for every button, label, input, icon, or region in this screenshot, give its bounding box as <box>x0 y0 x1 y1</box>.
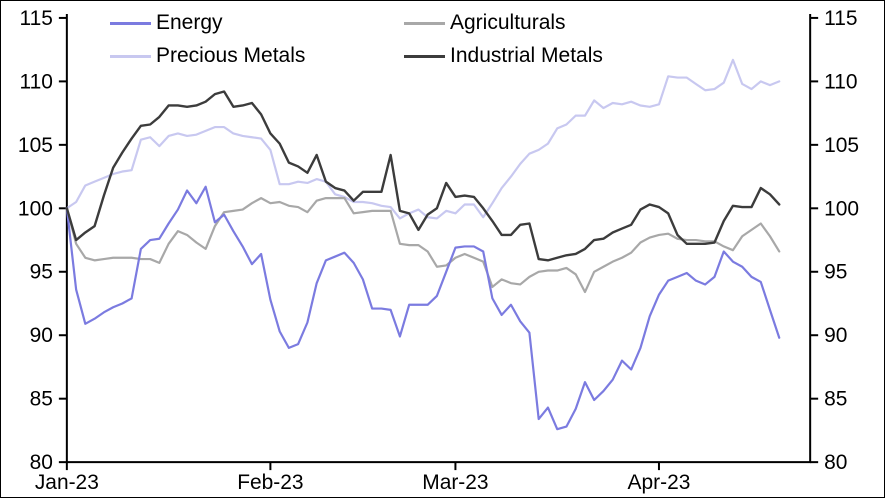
x-tick-label: Mar-23 <box>422 471 488 494</box>
legend-item-agriculturals: Agriculturals <box>404 11 566 35</box>
y-tick-label-right: 115 <box>824 7 857 30</box>
precious-metals-line-swatch-icon <box>110 54 151 58</box>
agriculturals-line-swatch-icon <box>404 21 445 25</box>
y-tick-label-left: 115 <box>19 7 52 30</box>
y-tick-label-left: 85 <box>30 388 53 411</box>
y-tick-label-right: 80 <box>824 451 847 474</box>
y-tick-label-left: 95 <box>30 261 53 284</box>
x-tick-label: Apr-23 <box>628 471 691 494</box>
industrial-metals-line-swatch-icon <box>404 54 445 58</box>
series-line-energy <box>65 185 781 431</box>
y-tick-label-left: 90 <box>30 324 53 347</box>
legend-item-energy: Energy <box>110 11 223 35</box>
y-tick-label-left: 80 <box>30 451 53 474</box>
axis-frame <box>65 13 812 464</box>
legend-label-precious-metals: Precious Metals <box>156 44 306 67</box>
legend-label-energy: Energy <box>156 11 223 34</box>
x-tick-label: Feb-23 <box>237 471 303 494</box>
x-tick-label: Jan-23 <box>35 471 99 494</box>
y-tick-label-left: 100 <box>18 197 53 220</box>
legend-label-industrial-metals: Industrial Metals <box>450 44 603 67</box>
y-tick-label-right: 105 <box>824 134 859 157</box>
series-line-precious-metals <box>65 58 781 220</box>
y-tick-label-right: 85 <box>824 388 847 411</box>
series-line-industrial-metals <box>65 90 781 262</box>
legend-item-precious-metals: Precious Metals <box>110 44 305 68</box>
legend-label-agriculturals: Agriculturals <box>450 11 566 34</box>
energy-line-swatch-icon <box>110 21 151 25</box>
y-tick-label-left: 110 <box>19 70 52 93</box>
y-tick-label-left: 105 <box>18 134 53 157</box>
y-tick-label-right: 100 <box>824 197 859 220</box>
series-line-agriculturals <box>65 197 781 294</box>
legend-item-industrial-metals: Industrial Metals <box>404 44 603 68</box>
y-tick-label-right: 90 <box>824 324 847 347</box>
y-tick-label-right: 110 <box>824 70 857 93</box>
y-tick-label-right: 95 <box>824 261 847 284</box>
